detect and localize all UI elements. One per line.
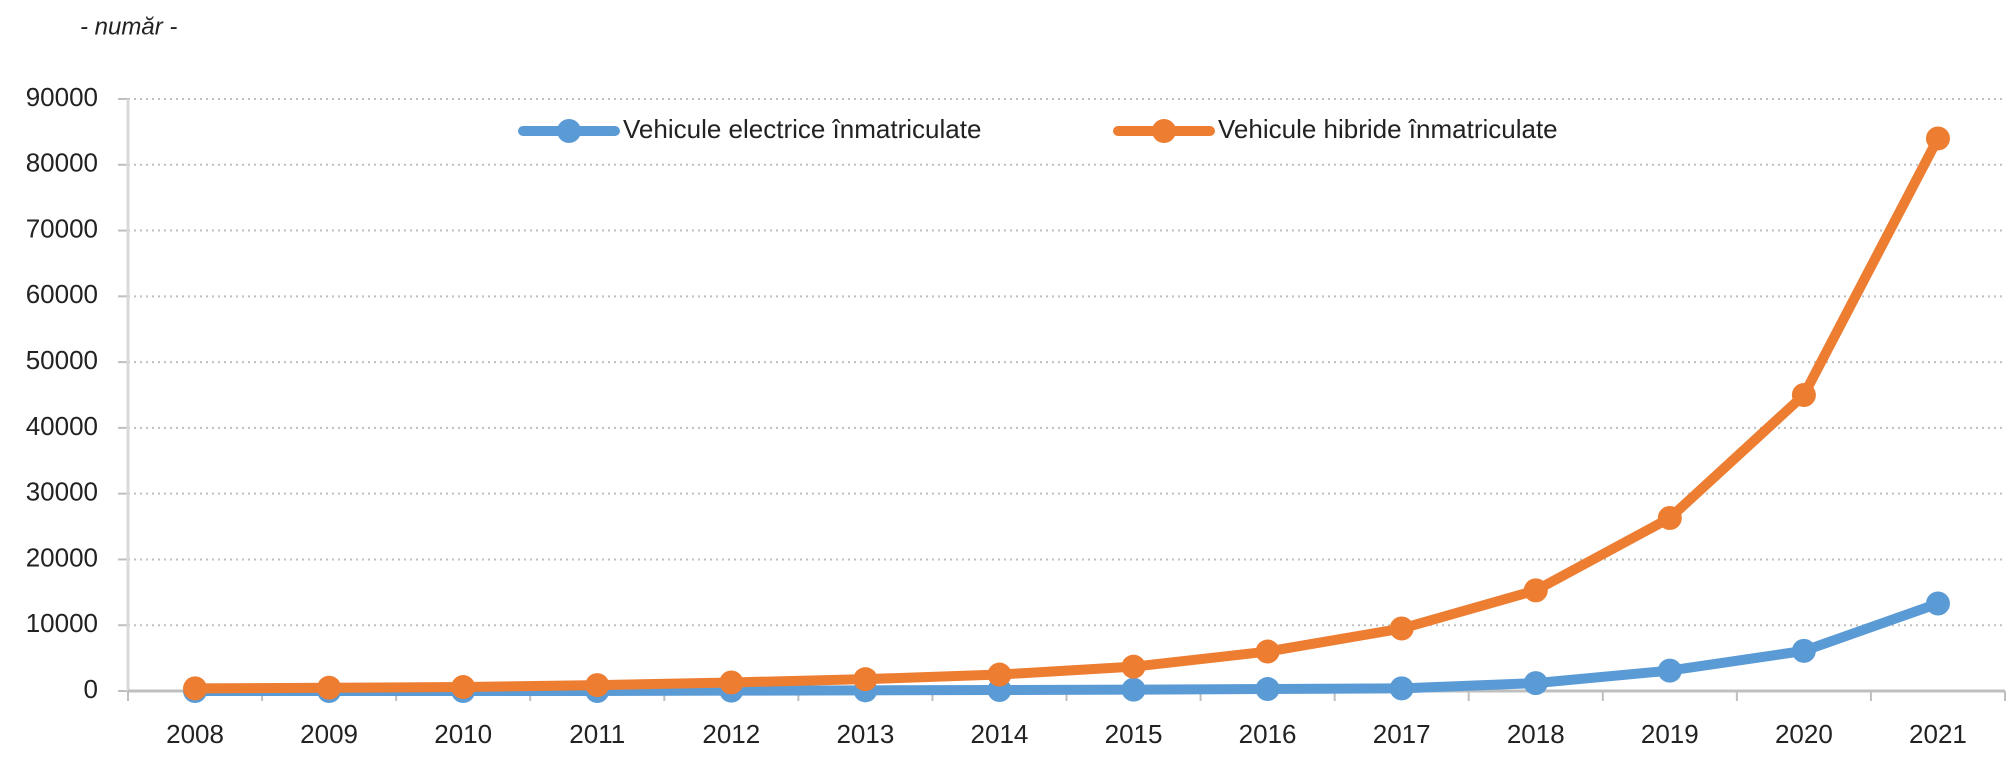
x-tick-label: 2018: [1507, 719, 1565, 749]
point: [1523, 671, 1548, 696]
y-axis-label: - număr -: [80, 13, 177, 40]
point: [987, 662, 1012, 687]
point: [1791, 638, 1816, 663]
y-tick-label: 40000: [26, 411, 98, 441]
x-tick-label: 2009: [300, 719, 358, 749]
y-tick-label: 10000: [26, 608, 98, 638]
legend-label: Vehicule hibride înmatriculate: [1218, 114, 1558, 144]
point: [1121, 677, 1146, 702]
y-tick-label: 50000: [26, 345, 98, 375]
y-tick-label: 0: [84, 674, 98, 704]
point: [719, 670, 744, 695]
x-tick-label: 2015: [1105, 719, 1163, 749]
point: [1255, 677, 1280, 702]
x-tick-label: 2016: [1239, 719, 1297, 749]
x-tick-label: 2014: [971, 719, 1029, 749]
point: [1523, 578, 1548, 603]
point: [1121, 654, 1146, 679]
y-tick-label: 80000: [26, 148, 98, 178]
x-tick-label: 2019: [1641, 719, 1699, 749]
series-line: [195, 136, 1943, 694]
point: [1389, 676, 1414, 701]
x-tick-label: 2017: [1373, 719, 1431, 749]
x-tick-label: 2011: [569, 719, 625, 749]
y-tick-label: 60000: [26, 279, 98, 309]
legend-label: Vehicule electrice înmatriculate: [623, 114, 981, 144]
point: [1255, 639, 1280, 664]
x-tick-label: 2010: [434, 719, 492, 749]
y-tick-label: 20000: [26, 542, 98, 572]
point: [451, 675, 476, 700]
y-tick-label: 30000: [26, 477, 98, 507]
legend-marker: [557, 119, 581, 143]
point: [1925, 126, 1950, 151]
point: [317, 675, 342, 700]
point: [1657, 506, 1682, 531]
point: [1791, 383, 1816, 407]
point: [1657, 658, 1682, 683]
point: [1389, 616, 1414, 641]
point: [853, 667, 878, 692]
point: [1925, 591, 1950, 616]
x-tick-label: 2020: [1775, 719, 1833, 749]
y-tick-label: 90000: [26, 82, 98, 112]
y-tick-label: 70000: [26, 213, 98, 243]
x-tick-label: 2012: [702, 719, 760, 749]
x-tick-label: 2008: [166, 719, 224, 749]
point: [585, 673, 610, 698]
legend-marker: [1152, 119, 1176, 143]
point: [183, 676, 208, 701]
x-tick-label: 2021: [1909, 719, 1967, 749]
x-tick-label: 2013: [836, 719, 894, 749]
